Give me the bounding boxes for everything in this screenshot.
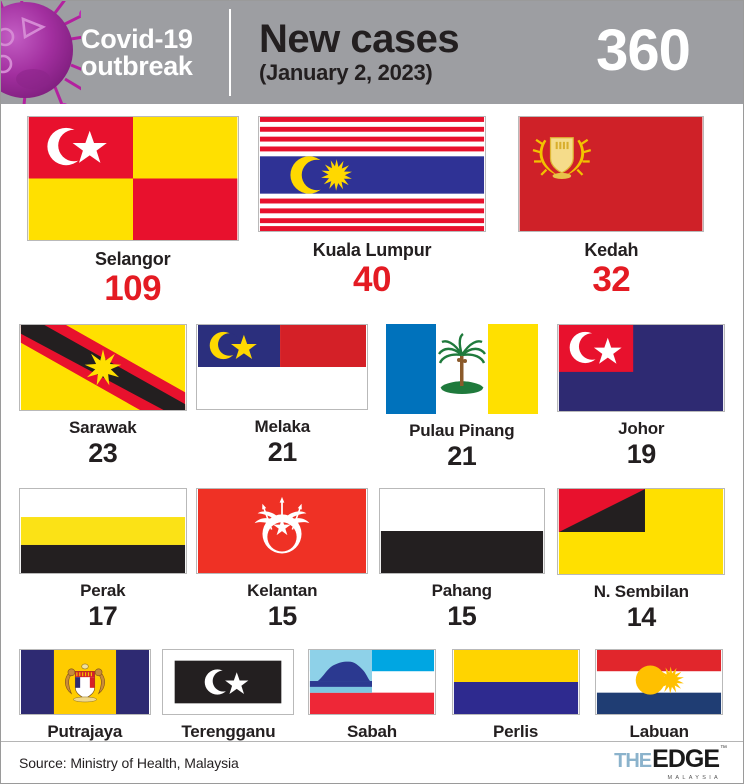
infographic-title: Covid-19 outbreak bbox=[81, 1, 229, 104]
logo-edge-text: EDGE bbox=[652, 744, 720, 773]
state-count: 14 bbox=[626, 602, 657, 633]
coronavirus-icon bbox=[1, 1, 81, 104]
state-count: 21 bbox=[447, 440, 477, 471]
state-cell-sarawak: Sarawak 23 bbox=[13, 323, 193, 470]
metric-block: New cases (January 2, 2023) bbox=[231, 1, 543, 104]
state-label: Putrajaya bbox=[47, 722, 123, 742]
sarawak-flag bbox=[18, 323, 187, 411]
state-cell-perlis: Perlis 2 bbox=[444, 649, 588, 772]
state-label: Pahang bbox=[431, 581, 492, 601]
state-count: 23 bbox=[88, 437, 118, 468]
total-cases-value: 360 bbox=[596, 18, 691, 83]
logo-subtitle: MALAYSIA bbox=[667, 774, 721, 781]
state-label: Sabah bbox=[346, 722, 397, 742]
perlis-flag bbox=[451, 649, 580, 716]
state-label: Pulau Pinang bbox=[409, 420, 515, 440]
header-band: Covid-19 outbreak New cases (January 2, … bbox=[1, 1, 743, 106]
state-count: 109 bbox=[104, 269, 162, 308]
melaka-flag bbox=[196, 323, 369, 410]
states-row-3: Perak 17 bbox=[13, 488, 731, 631]
state-cell-kedah: Kedah 32 bbox=[492, 116, 731, 308]
title-line-1: Covid-19 bbox=[81, 23, 193, 54]
state-cell-negeri-sembilan: N. Sembilan 14 bbox=[552, 488, 732, 631]
state-cell-melaka: Melaka 21 bbox=[193, 323, 373, 470]
state-label: Kuala Lumpur bbox=[312, 240, 432, 260]
state-cell-sabah: Sabah 10 bbox=[300, 649, 444, 772]
state-count: 15 bbox=[447, 601, 477, 632]
state-label: Terengganu bbox=[181, 722, 276, 742]
state-count: 40 bbox=[353, 260, 391, 299]
state-label: N. Sembilan bbox=[593, 582, 689, 602]
state-label: Labuan bbox=[629, 722, 689, 742]
labuan-flag bbox=[595, 649, 724, 716]
state-label: Sarawak bbox=[68, 417, 137, 437]
johor-flag bbox=[557, 323, 726, 412]
state-count: 17 bbox=[88, 601, 118, 632]
state-label: Perlis bbox=[493, 722, 539, 742]
putrajaya-flag bbox=[18, 649, 151, 716]
terengganu-flag bbox=[162, 649, 295, 716]
state-cell-pulau-pinang: Pulau Pinang 21 bbox=[372, 323, 552, 471]
sabah-flag bbox=[307, 649, 436, 716]
state-cell-terengganu: Terengganu 11 bbox=[157, 649, 301, 772]
state-count: 32 bbox=[592, 260, 631, 299]
states-row-1: Selangor 109 bbox=[13, 116, 731, 308]
trademark-icon: ™ bbox=[720, 744, 727, 752]
state-label: Melaka bbox=[254, 416, 310, 436]
selangor-flag bbox=[26, 116, 239, 241]
pulau-pinang-flag bbox=[385, 323, 538, 414]
header-divider bbox=[229, 9, 231, 96]
report-date: (January 2, 2023) bbox=[259, 60, 433, 86]
footer: Source: Ministry of Health, Malaysia THE… bbox=[1, 741, 743, 783]
state-count: 19 bbox=[626, 438, 657, 469]
metric-label: New cases bbox=[259, 17, 460, 62]
state-cell-perak: Perak 17 bbox=[13, 488, 193, 631]
states-row-2: Sarawak 23 Melaka 21 bbox=[13, 323, 732, 471]
state-count: 15 bbox=[267, 601, 298, 632]
state-cell-selangor: Selangor 109 bbox=[13, 116, 252, 308]
the-edge-malaysia-logo: THE EDGE ™ MALAYSIA bbox=[614, 745, 727, 781]
state-cell-pahang: Pahang 15 bbox=[372, 488, 552, 631]
state-cell-kuala-lumpur: Kuala Lumpur 40 bbox=[252, 116, 491, 308]
state-label: Perak bbox=[80, 581, 126, 601]
state-count: 21 bbox=[267, 436, 298, 467]
kuala-lumpur-flag bbox=[257, 116, 486, 232]
states-grid: Selangor 109 bbox=[1, 116, 743, 772]
state-label: Johor bbox=[618, 418, 665, 438]
negeri-sembilan-flag bbox=[557, 488, 726, 576]
perak-flag bbox=[18, 488, 187, 575]
title-line-2: outbreak bbox=[81, 50, 193, 81]
kelantan-flag bbox=[196, 488, 369, 575]
kedah-flag bbox=[518, 116, 705, 232]
state-label: Selangor bbox=[94, 249, 171, 269]
state-label: Kedah bbox=[584, 240, 639, 260]
state-cell-johor: Johor 19 bbox=[552, 323, 732, 470]
logo-the-text: THE bbox=[614, 749, 652, 772]
state-cell-kelantan: Kelantan 15 bbox=[193, 488, 373, 631]
pahang-flag bbox=[378, 488, 545, 575]
state-label: Kelantan bbox=[247, 581, 318, 601]
source-note: Source: Ministry of Health, Malaysia bbox=[19, 754, 239, 771]
